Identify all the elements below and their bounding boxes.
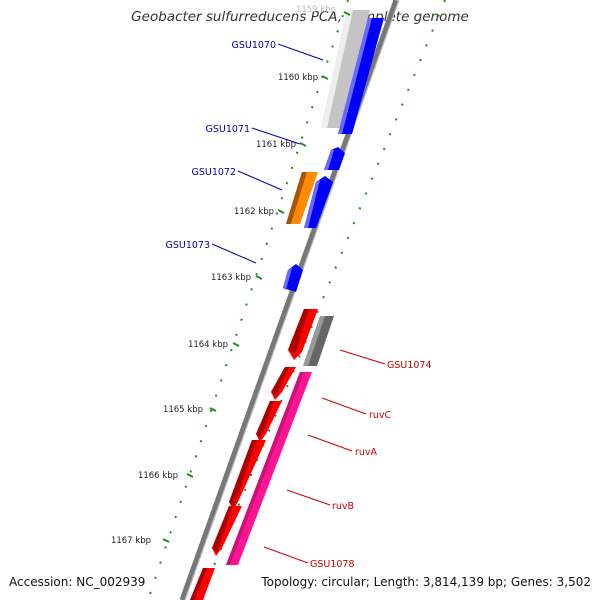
gene-leader-line: [251, 127, 301, 145]
gene-leader-line: [339, 349, 386, 365]
tick-label: 1163 kbp: [211, 273, 251, 283]
gene-label[interactable]: GSU1073: [165, 240, 210, 251]
tick-mark: [255, 275, 263, 280]
gene-gsu1073-block[interactable]: [283, 264, 303, 292]
gene-leader-line: [211, 243, 257, 264]
gene-label[interactable]: ruvA: [355, 447, 378, 458]
tick-mark: [321, 75, 329, 80]
gene-leader-line: [321, 397, 367, 415]
tick-label: 1166 kbp: [138, 471, 178, 481]
gene-gsu1078-bottom-block[interactable]: [190, 568, 215, 600]
tick-mark: [343, 11, 351, 16]
genome-backbone-highlight: [184, 0, 400, 600]
gene-leader-line: [307, 434, 353, 452]
topology-text: Topology: circular; Length: 3,814,139 bp…: [261, 575, 591, 589]
gene-leader-line: [277, 43, 324, 61]
gene-leader-line: [286, 489, 331, 506]
gene-gsu1074-left-block[interactable]: [288, 309, 318, 360]
gene-label[interactable]: ruvB: [332, 501, 354, 512]
tick-label: 1161 kbp: [256, 140, 296, 150]
gene-label[interactable]: GSU1078: [310, 559, 355, 570]
gene-leader-line: [237, 170, 283, 191]
tick-label: 1162 kbp: [234, 207, 274, 217]
tick-label: 1159 kbp: [296, 5, 336, 15]
gene-label[interactable]: ruvC: [369, 410, 392, 421]
tick-mark: [186, 473, 194, 478]
tick-mark: [162, 538, 170, 543]
gene-gsu1072-block[interactable]: [286, 172, 318, 224]
tick-label: 1165 kbp: [163, 405, 203, 415]
gene-ruvb-left-block[interactable]: [229, 440, 266, 510]
gene-ruvb-right-block[interactable]: [226, 372, 312, 565]
gene-label[interactable]: GSU1072: [191, 167, 236, 178]
tick-mark: [277, 209, 285, 214]
map-title: Geobacter sulfurreducens PCA, complete g…: [131, 9, 469, 25]
tick-label: 1164 kbp: [188, 340, 228, 350]
gene-gsu1074-block[interactable]: [303, 316, 334, 366]
gene-gsu1071-block[interactable]: [324, 147, 345, 170]
gene-label[interactable]: GSU1071: [205, 124, 250, 135]
tick-label: 1160 kbp: [278, 73, 318, 83]
accession-text: Accession: NC_002939: [9, 575, 146, 589]
gene-gsu1078-left-block[interactable]: [212, 506, 242, 556]
tick-mark: [209, 407, 217, 412]
gene-label[interactable]: GSU1074: [387, 360, 432, 371]
gene-ruvc-block[interactable]: [271, 367, 296, 400]
tick-mark: [299, 142, 307, 147]
gene-gsu1072-strand-block[interactable]: [304, 176, 333, 228]
tick-mark: [232, 342, 240, 347]
tick-label: 1167 kbp: [111, 536, 151, 546]
gene-label[interactable]: GSU1070: [231, 40, 276, 51]
gene-leader-line: [263, 546, 309, 564]
gene-gsu1070-block[interactable]: [321, 10, 370, 128]
gene-gsu1070-strand-block[interactable]: [338, 18, 384, 134]
gene-ruva-block[interactable]: [256, 401, 282, 442]
